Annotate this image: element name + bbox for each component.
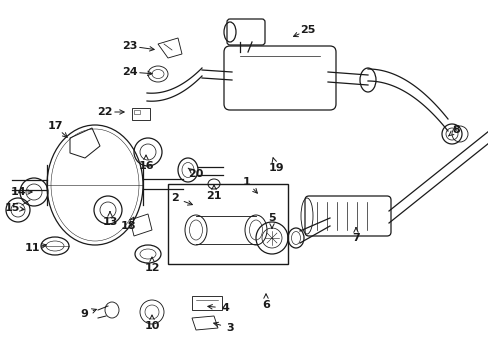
Text: 21: 21: [206, 191, 221, 201]
Text: 20: 20: [188, 169, 203, 179]
Bar: [134, 110, 140, 114]
Text: 25: 25: [300, 25, 315, 35]
Bar: [168, 184, 287, 264]
Text: 7: 7: [351, 233, 359, 243]
Text: 19: 19: [267, 163, 283, 173]
Text: 12: 12: [144, 263, 160, 273]
Text: 24: 24: [122, 67, 138, 77]
Text: 4: 4: [221, 303, 228, 313]
Text: 2: 2: [171, 193, 179, 203]
Text: 3: 3: [226, 323, 233, 333]
Text: 15: 15: [4, 203, 20, 213]
Text: 14: 14: [10, 187, 26, 197]
Text: 5: 5: [267, 213, 275, 223]
Text: 8: 8: [451, 125, 459, 135]
Text: 16: 16: [138, 161, 154, 171]
Text: 11: 11: [24, 243, 40, 253]
Text: 23: 23: [122, 41, 138, 51]
Text: 18: 18: [120, 221, 136, 231]
Bar: [132, 108, 150, 120]
Text: 10: 10: [144, 321, 160, 331]
Text: 1: 1: [243, 177, 250, 187]
Bar: [192, 296, 222, 310]
Text: 17: 17: [47, 121, 62, 131]
Text: 9: 9: [80, 309, 88, 319]
Text: 22: 22: [97, 107, 113, 117]
Text: 13: 13: [102, 217, 118, 227]
Text: 6: 6: [262, 300, 269, 310]
